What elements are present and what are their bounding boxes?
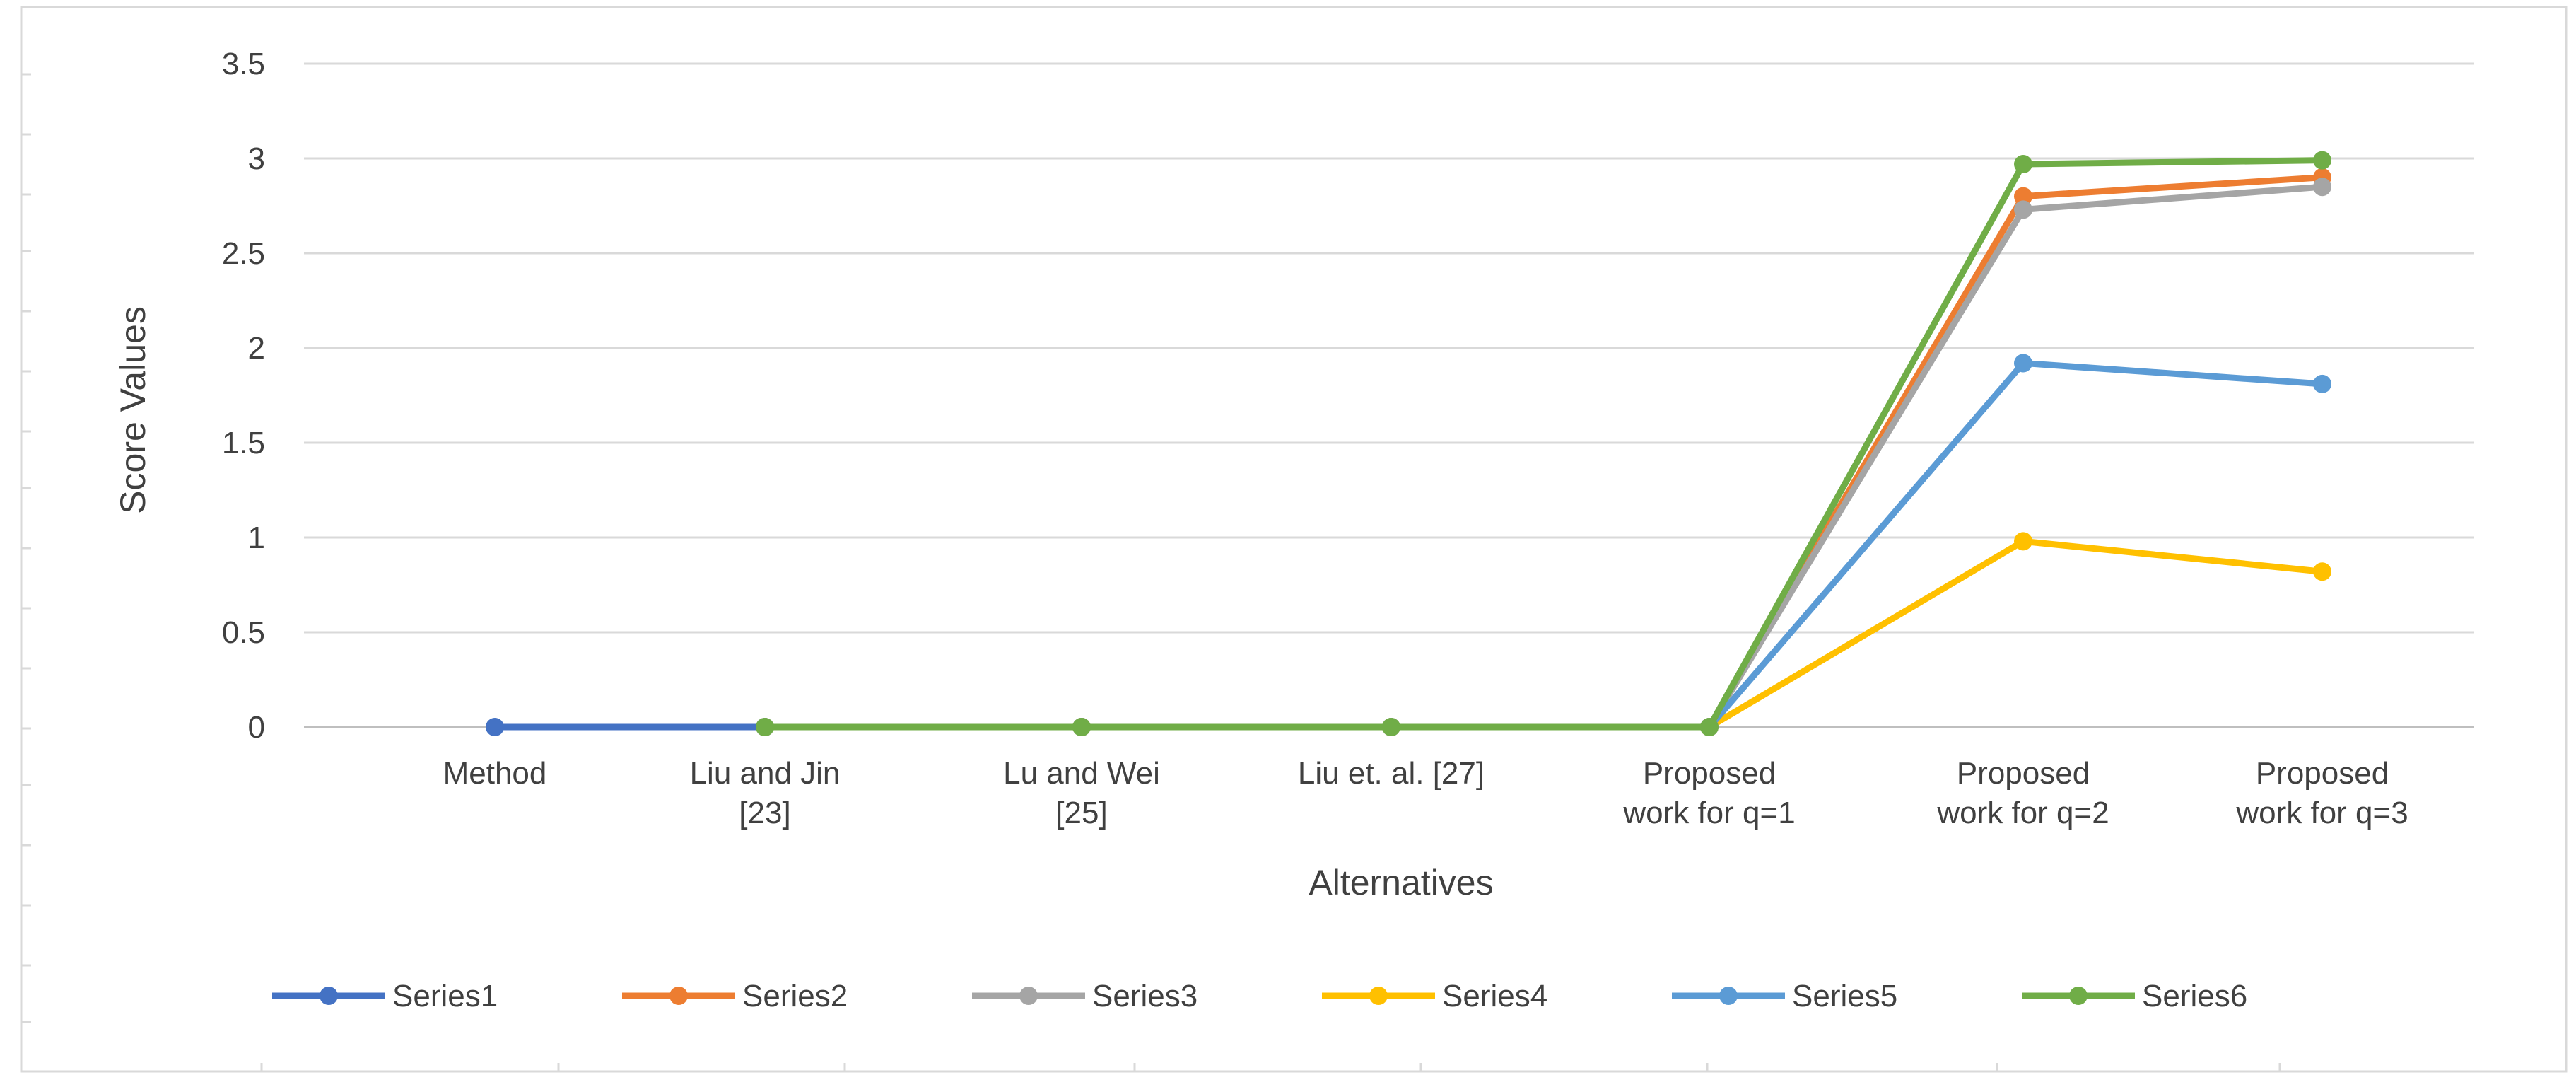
- legend-item-series4: Series4: [1322, 979, 1547, 1013]
- legend-item-series5: Series5: [1672, 979, 1897, 1013]
- legend-label: Series1: [392, 979, 498, 1013]
- y-tick-label: 2.5: [222, 236, 265, 271]
- data-point: [2014, 200, 2032, 219]
- y-tick-label: 0: [248, 710, 265, 745]
- y-axis-title: Score Values: [113, 306, 153, 514]
- legend-label: Series3: [1092, 979, 1198, 1013]
- legend-swatch-marker: [1369, 987, 1388, 1005]
- series-layer: [486, 151, 2331, 736]
- chart-border: [20, 6, 2568, 1073]
- data-point: [486, 718, 504, 736]
- data-point: [2313, 562, 2331, 581]
- data-point: [2014, 354, 2032, 373]
- x-tick-label: Liu et. al. [27]: [1298, 756, 1485, 791]
- legend-item-series3: Series3: [972, 979, 1198, 1013]
- legend-swatch-marker: [1719, 987, 1738, 1005]
- y-axis-tick-labels: 0 0.5 1 1.5 2 2.5 3 3.5: [222, 47, 265, 745]
- legend-label: Series4: [1442, 979, 1547, 1013]
- data-point: [756, 718, 774, 736]
- x-tick-label: Lu and Wei [25]: [1003, 756, 1160, 830]
- legend-item-series1: Series1: [272, 979, 498, 1013]
- x-tick-label: Proposed work for q=1: [1622, 756, 1795, 830]
- data-point: [2014, 187, 2032, 206]
- legend-swatch-marker: [1019, 987, 1038, 1005]
- x-tick-label: Method: [443, 756, 547, 791]
- legend-swatch-marker: [320, 987, 338, 1005]
- y-tick-label: 2: [248, 331, 265, 366]
- data-point: [2014, 155, 2032, 174]
- data-point: [1382, 718, 1400, 736]
- legend-item-series6: Series6: [2022, 979, 2247, 1013]
- outer-frame-ticks: [21, 73, 2281, 1071]
- y-tick-label: 3.5: [222, 47, 265, 81]
- series-line: [761, 157, 2326, 731]
- legend-swatch-marker: [2069, 987, 2088, 1005]
- data-point: [1072, 718, 1091, 736]
- legend-label: Series5: [1792, 979, 1897, 1013]
- series-series6: [756, 151, 2331, 736]
- data-point: [2014, 532, 2032, 551]
- legend: Series1 Series2 Series3 Series4 Series5 Serie…: [272, 979, 2247, 1013]
- x-tick-label: Proposed work for q=3: [2235, 756, 2408, 830]
- data-point: [1700, 718, 1719, 736]
- x-axis-tick-labels: Method Liu and Jin [23] Lu and Wei [25] Liu e…: [443, 756, 2408, 830]
- y-tick-label: 0.5: [222, 615, 265, 650]
- data-point: [2313, 178, 2331, 197]
- legend-label: Series2: [742, 979, 848, 1013]
- x-tick-label: Liu and Jin [23]: [690, 756, 841, 830]
- y-tick-label: 1.5: [222, 426, 265, 460]
- y-tick-label: 3: [248, 141, 265, 176]
- data-point: [2313, 374, 2331, 393]
- legend-swatch-marker: [669, 987, 688, 1005]
- x-tick-label: Proposed work for q=2: [1936, 756, 2109, 830]
- x-axis-title: Alternatives: [1309, 863, 1493, 902]
- y-tick-label: 1: [248, 521, 265, 555]
- legend-label: Series6: [2142, 979, 2247, 1013]
- data-point: [2313, 151, 2331, 170]
- legend-item-series2: Series2: [622, 979, 848, 1013]
